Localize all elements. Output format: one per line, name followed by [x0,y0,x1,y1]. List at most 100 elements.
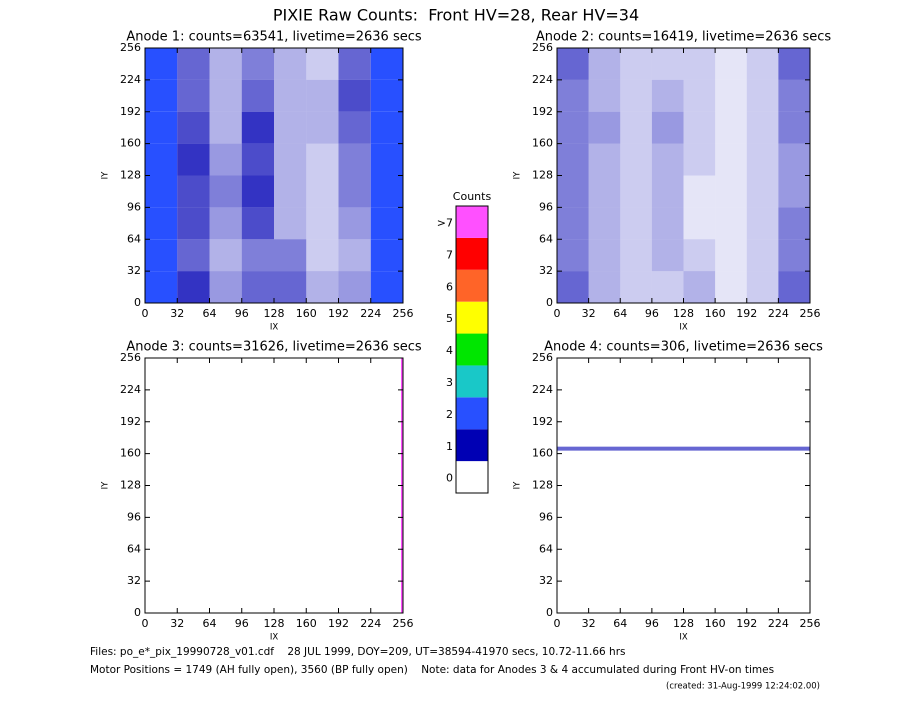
colorbar-label: 1 [446,440,453,453]
heat-cell [620,111,652,144]
heat-cell [683,239,716,272]
heat-cell [241,143,274,176]
heat-cell [274,239,307,272]
heat-cell [145,143,178,176]
y-tick-label: 0 [546,606,553,619]
heat-cell [306,111,339,144]
heat-cell [588,48,621,80]
footer-files: Files: po_e*_pix_19990728_v01.cdf 28 JUL… [90,646,626,658]
heat-cell [145,48,178,80]
y-tick-label: 96 [127,200,141,213]
y-tick-label: 160 [532,137,553,150]
x-tick-label: 224 [768,307,789,320]
x-tick-label: 64 [613,307,627,320]
heat-cell [274,271,307,303]
y-tick-label: 32 [539,574,553,587]
heat-cell [370,207,403,240]
colorbar-swatch [456,333,488,366]
heat-cell [145,358,401,613]
heat-cell [557,175,589,208]
y-tick-label: 256 [532,351,553,364]
heat-cell [557,239,589,272]
heat-cell [778,79,810,112]
heat-cell [209,271,242,303]
x-tick-label: 64 [203,307,217,320]
heat-cell [274,207,307,240]
x-tick-label: 256 [393,307,414,320]
heat-cell [683,175,716,208]
x-tick-label: 32 [582,617,596,630]
heat-cell [241,111,274,144]
colorbar-swatch [456,397,488,430]
heat-cell [746,48,779,80]
heat-cell [274,175,307,208]
x-tick-label: 224 [360,307,381,320]
heat-cell [338,48,371,80]
y-tick-label: 192 [532,415,553,428]
colorbar-title: Counts [453,190,492,203]
heat-cell [778,48,810,80]
heat-cell [370,175,403,208]
y-tick-label: 256 [120,41,141,54]
heat-cell [557,446,810,451]
x-tick-label: 128 [673,617,694,630]
heat-cell [177,207,210,240]
heat-cell [620,175,652,208]
heat-cell [338,207,371,240]
colorbar-label: 2 [446,408,453,421]
y-tick-label: 128 [532,479,553,492]
y-tick-label: 64 [539,232,553,245]
heat-cell [241,175,274,208]
heat-cell [746,111,779,144]
colorbar-swatch [456,301,488,334]
y-tick-label: 160 [120,137,141,150]
panel-title: Anode 1: counts=63541, livetime=2636 sec… [126,30,422,45]
y-axis-label: IY [513,481,523,490]
heat-cell [274,48,307,80]
colorbar-label: 7 [446,248,453,261]
heat-cell [370,239,403,272]
heat-cell [209,79,242,112]
colorbar-swatch [456,365,488,398]
x-tick-label: 96 [645,307,659,320]
heat-cell [651,143,684,176]
heat-cell [209,143,242,176]
y-tick-label: 32 [127,574,141,587]
heat-cell [306,79,339,112]
heat-cell [177,111,210,144]
heat-cell [557,271,589,303]
y-tick-label: 96 [539,510,553,523]
x-tick-label: 256 [393,617,414,630]
heat-cell [370,48,403,80]
colorbar-swatch [456,269,488,302]
heat-cell [778,143,810,176]
colorbar-label: 6 [446,280,453,293]
heat-cell [145,239,178,272]
x-tick-label: 160 [705,307,726,320]
y-tick-label: 224 [120,73,141,86]
heat-cell [209,207,242,240]
y-axis-label: IY [513,171,523,180]
heat-cell [557,111,589,144]
x-tick-label: 0 [554,617,561,630]
heat-cell [145,271,178,303]
heat-cell [209,111,242,144]
heat-cell [306,207,339,240]
x-tick-label: 128 [673,307,694,320]
y-tick-label: 192 [532,105,553,118]
heat-cell [588,79,621,112]
heat-cell [651,207,684,240]
heat-cell [177,175,210,208]
heat-cell [370,79,403,112]
y-tick-label: 192 [120,415,141,428]
y-tick-label: 128 [120,479,141,492]
x-tick-label: 160 [296,307,317,320]
heat-cell [620,239,652,272]
heat-cell [620,271,652,303]
heat-cell [683,143,716,176]
heat-cell [746,207,779,240]
x-tick-label: 96 [235,617,249,630]
x-tick-label: 0 [142,617,149,630]
x-tick-label: 160 [296,617,317,630]
colorbar-label: 5 [446,312,453,325]
